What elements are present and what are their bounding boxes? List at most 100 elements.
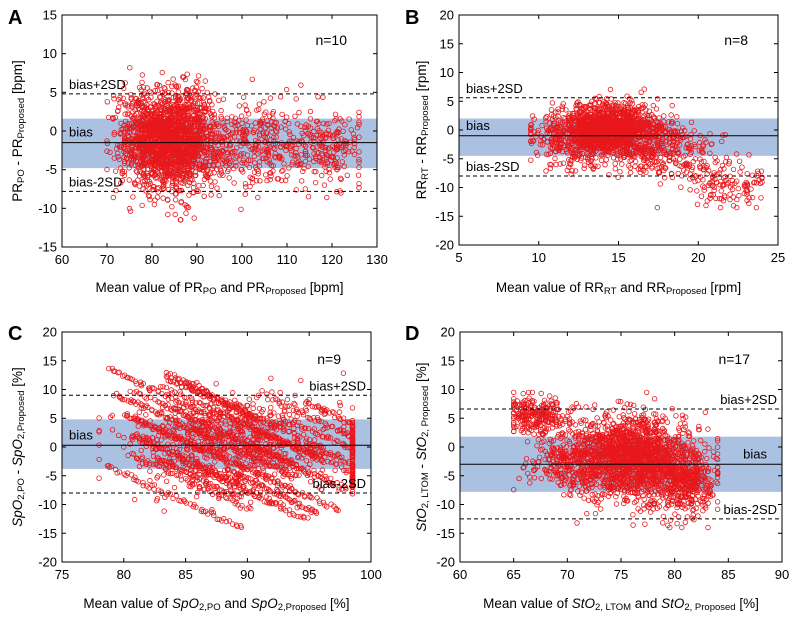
sample-count: n=10 <box>315 32 347 48</box>
data-point <box>737 169 743 175</box>
data-point <box>723 154 730 161</box>
data-point <box>185 182 191 188</box>
data-point <box>300 168 306 175</box>
ylabel-part: - PR <box>10 138 25 169</box>
x-tick-label: 130 <box>366 252 388 267</box>
x-tick-label: 70 <box>100 252 114 267</box>
data-point <box>739 164 745 170</box>
data-point <box>753 204 760 211</box>
data-point <box>185 204 192 211</box>
y-tick-label: -20 <box>435 238 454 253</box>
data-point <box>730 166 737 173</box>
data-point <box>216 97 222 104</box>
data-point <box>238 524 245 530</box>
y-tick-label: 10 <box>43 46 57 61</box>
data-point <box>603 157 609 163</box>
ylabel-part: Proposed <box>16 98 27 139</box>
xlabel-part: Mean value of PR <box>95 280 203 295</box>
data-point <box>208 192 214 198</box>
data-point <box>319 172 325 179</box>
data-point <box>718 188 724 194</box>
bias-label: bias <box>69 125 93 140</box>
data-point <box>704 198 710 204</box>
data-point <box>193 78 200 85</box>
data-point <box>283 86 290 93</box>
data-point <box>324 194 330 201</box>
data-point <box>657 181 663 187</box>
data-point <box>224 115 230 121</box>
data-point <box>120 95 126 101</box>
data-point <box>627 169 634 176</box>
sample-count: n=8 <box>724 32 748 48</box>
lower-loa-label: bias-2SD <box>466 159 519 174</box>
data-point <box>211 512 217 519</box>
y-tick-label: 15 <box>440 36 454 51</box>
data-point <box>204 173 210 180</box>
data-point <box>216 192 222 199</box>
y-tick-label: 10 <box>440 65 454 80</box>
data-point <box>249 76 255 82</box>
data-point <box>730 194 737 200</box>
data-point <box>612 160 618 167</box>
ylabel-part: RR <box>414 180 429 200</box>
bias-label: bias <box>466 118 490 133</box>
data-point <box>528 157 534 163</box>
data-point <box>312 179 319 186</box>
data-point <box>212 179 218 185</box>
data-point <box>612 165 618 172</box>
data-point <box>159 100 166 106</box>
data-point <box>215 161 221 168</box>
data-point <box>178 179 184 186</box>
data-point <box>147 181 154 187</box>
xlabel-part: RT <box>604 286 617 297</box>
data-point <box>703 202 709 209</box>
ylabel-part: - RR <box>414 136 429 168</box>
data-point <box>661 113 667 119</box>
data-point <box>113 187 119 194</box>
data-point <box>617 168 623 175</box>
data-point <box>284 173 290 179</box>
data-point <box>205 105 211 112</box>
data-point <box>650 102 656 109</box>
data-point <box>199 85 205 92</box>
data-point <box>178 198 185 205</box>
data-point <box>287 511 293 518</box>
data-point <box>159 89 166 96</box>
x-tick-label: 110 <box>277 252 298 267</box>
data-point <box>202 78 208 84</box>
data-point <box>717 204 724 211</box>
data-point <box>293 96 299 102</box>
data-point <box>744 171 750 177</box>
x-axis-label: Mean value of RRRT and RRProposed [rpm] <box>496 280 741 297</box>
data-point <box>171 164 177 171</box>
data-point <box>675 170 681 177</box>
data-point <box>151 201 158 208</box>
y-tick-label: -15 <box>435 209 454 224</box>
y-tick-label: 0 <box>50 124 57 139</box>
y-axis-label: RRRT - RRProposed [rpm] <box>414 61 431 200</box>
data-point <box>110 194 116 201</box>
data-point <box>572 168 579 174</box>
data-point <box>132 129 138 135</box>
data-point <box>165 211 171 218</box>
data-point <box>277 94 284 100</box>
ylabel-part: PR <box>10 183 25 202</box>
data-point <box>607 86 614 93</box>
data-point <box>173 493 179 499</box>
y-tick-label: -5 <box>45 162 57 177</box>
data-point <box>290 511 296 517</box>
data-point <box>154 186 161 192</box>
x-axis-label: Mean value of PRPO and PRProposed [bpm] <box>95 280 343 297</box>
data-point <box>161 109 168 115</box>
x-tick-label: 80 <box>145 252 159 267</box>
data-point <box>140 95 146 101</box>
data-point <box>226 175 232 181</box>
data-point <box>242 191 248 197</box>
xlabel-part: and PR <box>217 280 266 295</box>
data-point <box>698 193 705 199</box>
xlabel-part: Proposed <box>666 286 707 297</box>
y-tick-label: 20 <box>440 8 454 23</box>
xlabel-part: and RR <box>616 280 666 295</box>
data-point <box>104 148 110 154</box>
data-point <box>191 215 197 221</box>
